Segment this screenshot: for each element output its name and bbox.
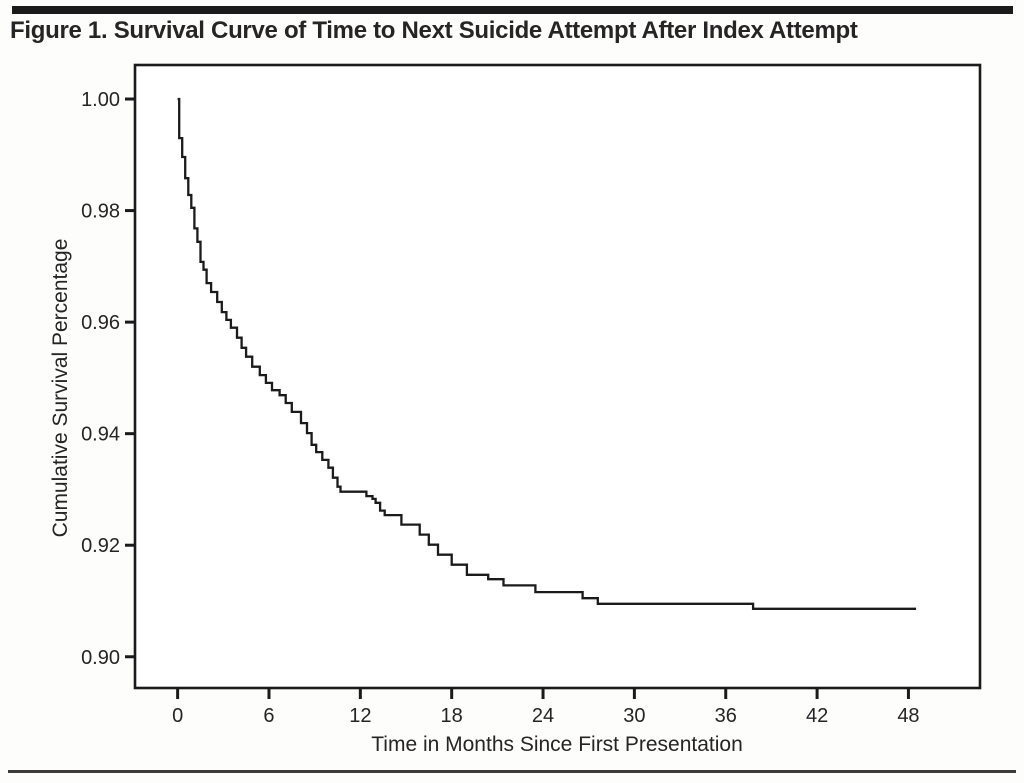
y-tick-label: 0.92 <box>81 535 120 557</box>
bottom-rule <box>8 770 1016 773</box>
y-tick-label: 1.00 <box>81 89 120 111</box>
y-tick-label: 0.90 <box>81 647 120 669</box>
x-tick-label: 0 <box>172 705 183 727</box>
figure-title: Figure 1. Survival Curve of Time to Next… <box>10 17 858 44</box>
x-tick-label: 30 <box>623 705 645 727</box>
y-tick-label: 0.94 <box>81 424 120 446</box>
x-tick-label: 6 <box>263 705 274 727</box>
x-tick-label: 18 <box>441 705 463 727</box>
plot-area <box>133 63 982 690</box>
x-tick-label: 12 <box>349 705 371 727</box>
x-axis-tick-labels: 0 6 12 18 24 30 36 42 48 <box>172 705 919 727</box>
y-tick-label: 0.98 <box>81 201 120 223</box>
x-axis-ticks <box>176 688 910 699</box>
x-tick-label: 42 <box>806 705 828 727</box>
y-axis-tick-labels: 1.00 0.98 0.96 0.94 0.92 0.90 <box>81 89 120 669</box>
x-tick-label: 24 <box>532 705 554 727</box>
x-tick-label: 48 <box>897 705 919 727</box>
y-axis-label: Cumulative Survival Percentage <box>49 238 72 538</box>
survival-curve <box>177 97 917 610</box>
y-axis-ticks <box>125 97 135 659</box>
x-axis-label: Time in Months Since First Presentation <box>371 733 743 756</box>
x-tick-label: 36 <box>715 705 737 727</box>
y-tick-label: 0.96 <box>81 312 120 334</box>
top-rule <box>12 6 1013 14</box>
